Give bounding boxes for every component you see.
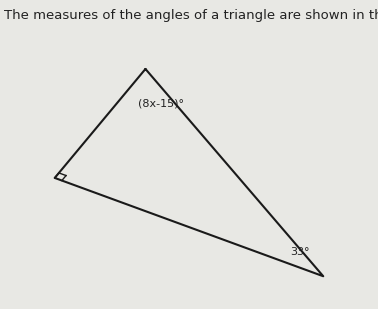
Text: (8x-15)°: (8x-15)° bbox=[138, 98, 184, 108]
Text: The measures of the angles of a triangle are shown in the figure below. S: The measures of the angles of a triangle… bbox=[4, 9, 378, 22]
Text: 33°: 33° bbox=[291, 247, 310, 257]
